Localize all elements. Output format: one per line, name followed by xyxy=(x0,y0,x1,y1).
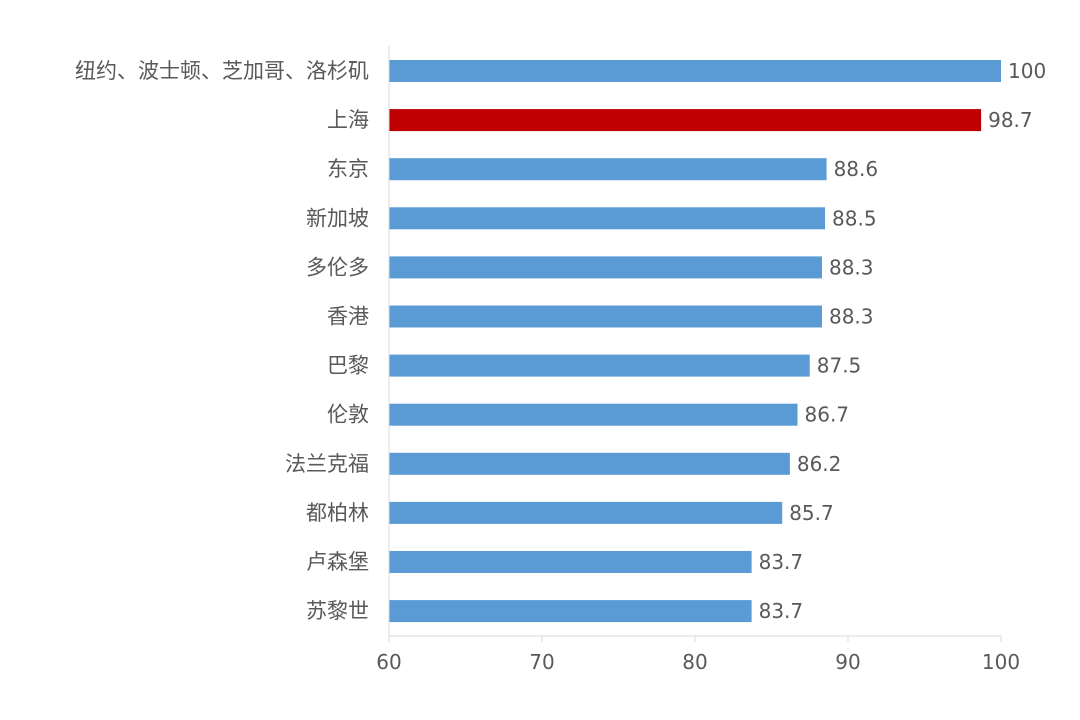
value-label-0: 100 xyxy=(1008,59,1046,83)
value-label-4: 88.3 xyxy=(829,255,874,279)
bar-11 xyxy=(389,600,752,623)
bar-4 xyxy=(389,256,822,279)
category-label-1: 上海 xyxy=(327,108,369,132)
category-label-2: 东京 xyxy=(327,157,369,181)
x-tick-label-0: 60 xyxy=(376,650,401,674)
value-label-3: 88.5 xyxy=(832,206,877,230)
bar-8 xyxy=(389,452,790,475)
value-label-10: 83.7 xyxy=(759,550,804,574)
category-labels-group: 纽约、波士顿、芝加哥、洛杉矶上海东京新加坡多伦多香港巴黎伦敦法兰克福都柏林卢森堡… xyxy=(75,59,369,623)
x-tick-label-3: 90 xyxy=(835,650,860,674)
bar-2 xyxy=(389,158,827,181)
bar-10 xyxy=(389,551,752,573)
category-label-4: 多伦多 xyxy=(306,255,369,279)
x-tick-label-4: 100 xyxy=(982,650,1020,674)
category-label-8: 法兰克福 xyxy=(285,452,369,476)
bar-7 xyxy=(389,403,798,426)
value-label-7: 86.7 xyxy=(805,403,850,427)
value-label-1: 98.7 xyxy=(988,108,1033,132)
bars-group xyxy=(389,60,1001,623)
category-label-11: 苏黎世 xyxy=(306,599,369,623)
bar-5 xyxy=(389,305,822,328)
category-label-5: 香港 xyxy=(327,305,369,329)
x-tick-label-2: 80 xyxy=(682,650,707,674)
category-label-7: 伦敦 xyxy=(327,403,369,427)
value-label-9: 85.7 xyxy=(789,501,834,525)
bar-3 xyxy=(389,207,826,230)
category-label-10: 卢森堡 xyxy=(306,550,369,574)
x-axis-ticks-group: 60 70 80 90 100 xyxy=(376,636,1020,674)
value-label-5: 88.3 xyxy=(829,305,874,329)
category-label-9: 都柏林 xyxy=(306,501,369,525)
bar-6 xyxy=(389,354,810,377)
value-label-11: 83.7 xyxy=(759,599,804,623)
bar-9 xyxy=(389,501,783,524)
category-label-0: 纽约、波士顿、芝加哥、洛杉矶 xyxy=(75,59,369,83)
bar-0 xyxy=(389,60,1001,82)
category-label-6: 巴黎 xyxy=(327,354,369,378)
value-labels-group: 100 98.7 88.6 88.5 88.3 88.3 87.5 86.7 86.2 85.7 8… xyxy=(759,59,1047,623)
value-label-2: 88.6 xyxy=(834,157,879,181)
bar-1 xyxy=(389,109,982,132)
value-label-8: 86.2 xyxy=(797,452,842,476)
x-tick-label-1: 70 xyxy=(529,650,554,674)
category-label-3: 新加坡 xyxy=(306,206,369,230)
value-label-6: 87.5 xyxy=(817,354,862,378)
